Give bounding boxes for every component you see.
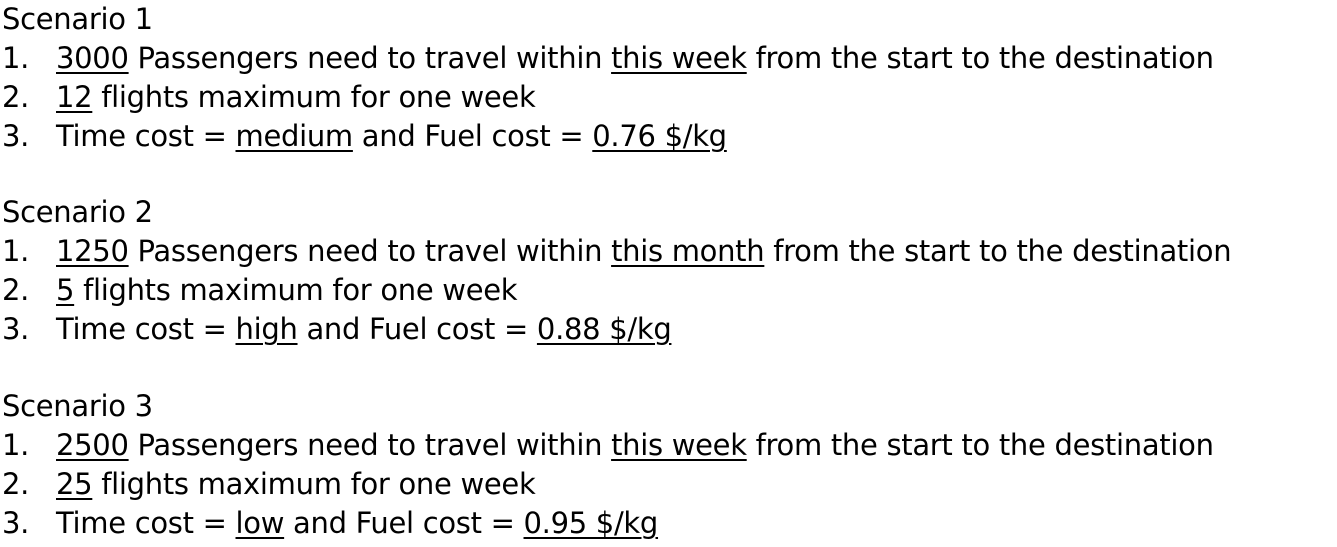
- flights-value: 25: [56, 467, 93, 501]
- scenario-2-block: Scenario 2 1. 1250 Passengers need to tra…: [2, 193, 1337, 349]
- time-cost-value: high: [235, 312, 298, 346]
- item-text: from the start to the destination: [746, 428, 1214, 462]
- list-item-passengers: 1. 1250 Passengers need to travel within …: [2, 232, 1337, 271]
- list-item-costs: 3. Time cost = low and Fuel cost = 0.95 $…: [2, 504, 1337, 543]
- item-text: flights maximum for one week: [92, 80, 536, 114]
- list-item-flights: 2. 5 flights maximum for one week: [2, 271, 1337, 310]
- period-value: this week: [611, 428, 747, 462]
- item-text: and Fuel cost =: [284, 506, 524, 540]
- item-number: 2.: [2, 80, 30, 114]
- list-item-passengers: 1. 3000 Passengers need to travel within …: [2, 39, 1337, 78]
- item-number: 3.: [2, 119, 30, 153]
- flights-value: 5: [56, 273, 75, 307]
- list-item-costs: 3. Time cost = high and Fuel cost = 0.88 …: [2, 310, 1337, 349]
- item-number: 2.: [2, 273, 30, 307]
- list-item-flights: 2. 12 flights maximum for one week: [2, 78, 1337, 117]
- list-item-flights: 2. 25 flights maximum for one week: [2, 465, 1337, 504]
- passengers-value: 2500: [56, 428, 129, 462]
- item-text: Passengers need to travel within: [128, 41, 612, 75]
- item-number: 1.: [2, 234, 30, 268]
- scenario-title: Scenario 2: [2, 195, 153, 229]
- time-cost-value: low: [235, 506, 285, 540]
- item-number: 3.: [2, 506, 30, 540]
- item-text: Passengers need to travel within: [128, 234, 612, 268]
- item-number: 1.: [2, 428, 30, 462]
- time-cost-value: medium: [235, 119, 354, 153]
- item-text: Time cost =: [56, 506, 236, 540]
- passengers-value: 1250: [56, 234, 129, 268]
- item-text: from the start to the destination: [746, 41, 1214, 75]
- period-value: this month: [611, 234, 765, 268]
- fuel-cost-value: 0.76 $/kg: [592, 119, 727, 153]
- scenario-3-block: Scenario 3 1. 2500 Passengers need to tra…: [2, 387, 1337, 543]
- scenario-1-block: Scenario 1 1. 3000 Passengers need to tra…: [2, 0, 1337, 156]
- item-text: and Fuel cost =: [352, 119, 593, 153]
- period-value: this week: [611, 41, 747, 75]
- item-text: and Fuel cost =: [297, 312, 537, 346]
- item-text: Time cost =: [56, 312, 236, 346]
- flights-value: 12: [56, 80, 93, 114]
- list-item-passengers: 1. 2500 Passengers need to travel within …: [2, 426, 1337, 465]
- item-text: Passengers need to travel within: [128, 428, 612, 462]
- list-item-costs: 3. Time cost = medium and Fuel cost = 0.7…: [2, 117, 1337, 156]
- scenario-title: Scenario 1: [2, 2, 153, 36]
- fuel-cost-value: 0.95 $/kg: [523, 506, 659, 540]
- item-number: 2.: [2, 467, 30, 501]
- passengers-value: 3000: [56, 41, 129, 75]
- item-text: from the start to the destination: [764, 234, 1232, 268]
- item-text: flights maximum for one week: [74, 273, 518, 307]
- item-number: 3.: [2, 312, 30, 346]
- fuel-cost-value: 0.88 $/kg: [536, 312, 672, 346]
- item-text: flights maximum for one week: [92, 467, 536, 501]
- item-number: 1.: [2, 41, 30, 75]
- scenario-title: Scenario 3: [2, 389, 153, 423]
- item-text: Time cost =: [56, 119, 236, 153]
